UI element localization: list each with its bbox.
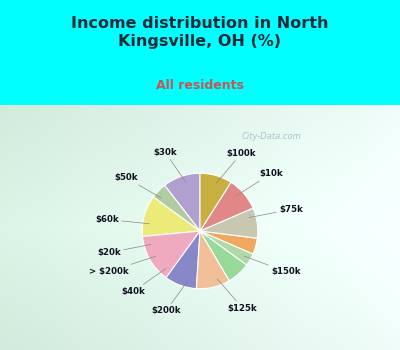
Wedge shape	[166, 231, 200, 289]
Text: > $200k: > $200k	[89, 256, 156, 276]
Text: All residents: All residents	[156, 79, 244, 92]
Text: $100k: $100k	[216, 149, 256, 183]
Text: $30k: $30k	[153, 148, 186, 182]
Wedge shape	[200, 231, 257, 254]
Text: $50k: $50k	[114, 173, 161, 198]
Text: Income distribution in North
Kingsville, OH (%): Income distribution in North Kingsville,…	[71, 16, 329, 49]
Text: $75k: $75k	[249, 205, 303, 218]
Text: $150k: $150k	[244, 256, 301, 276]
Wedge shape	[200, 231, 253, 265]
Wedge shape	[165, 173, 200, 231]
Wedge shape	[200, 182, 253, 231]
Text: $60k: $60k	[95, 215, 150, 224]
Wedge shape	[200, 208, 258, 238]
Wedge shape	[200, 173, 231, 231]
Wedge shape	[200, 231, 247, 281]
Text: $125k: $125k	[217, 279, 258, 313]
Text: $40k: $40k	[121, 268, 166, 296]
Wedge shape	[142, 231, 200, 278]
Wedge shape	[142, 197, 200, 237]
Text: City-Data.com: City-Data.com	[241, 132, 301, 141]
Text: $20k: $20k	[97, 244, 151, 257]
Text: $10k: $10k	[236, 169, 283, 196]
Wedge shape	[196, 231, 229, 289]
Wedge shape	[153, 186, 200, 231]
Text: $200k: $200k	[151, 280, 188, 315]
